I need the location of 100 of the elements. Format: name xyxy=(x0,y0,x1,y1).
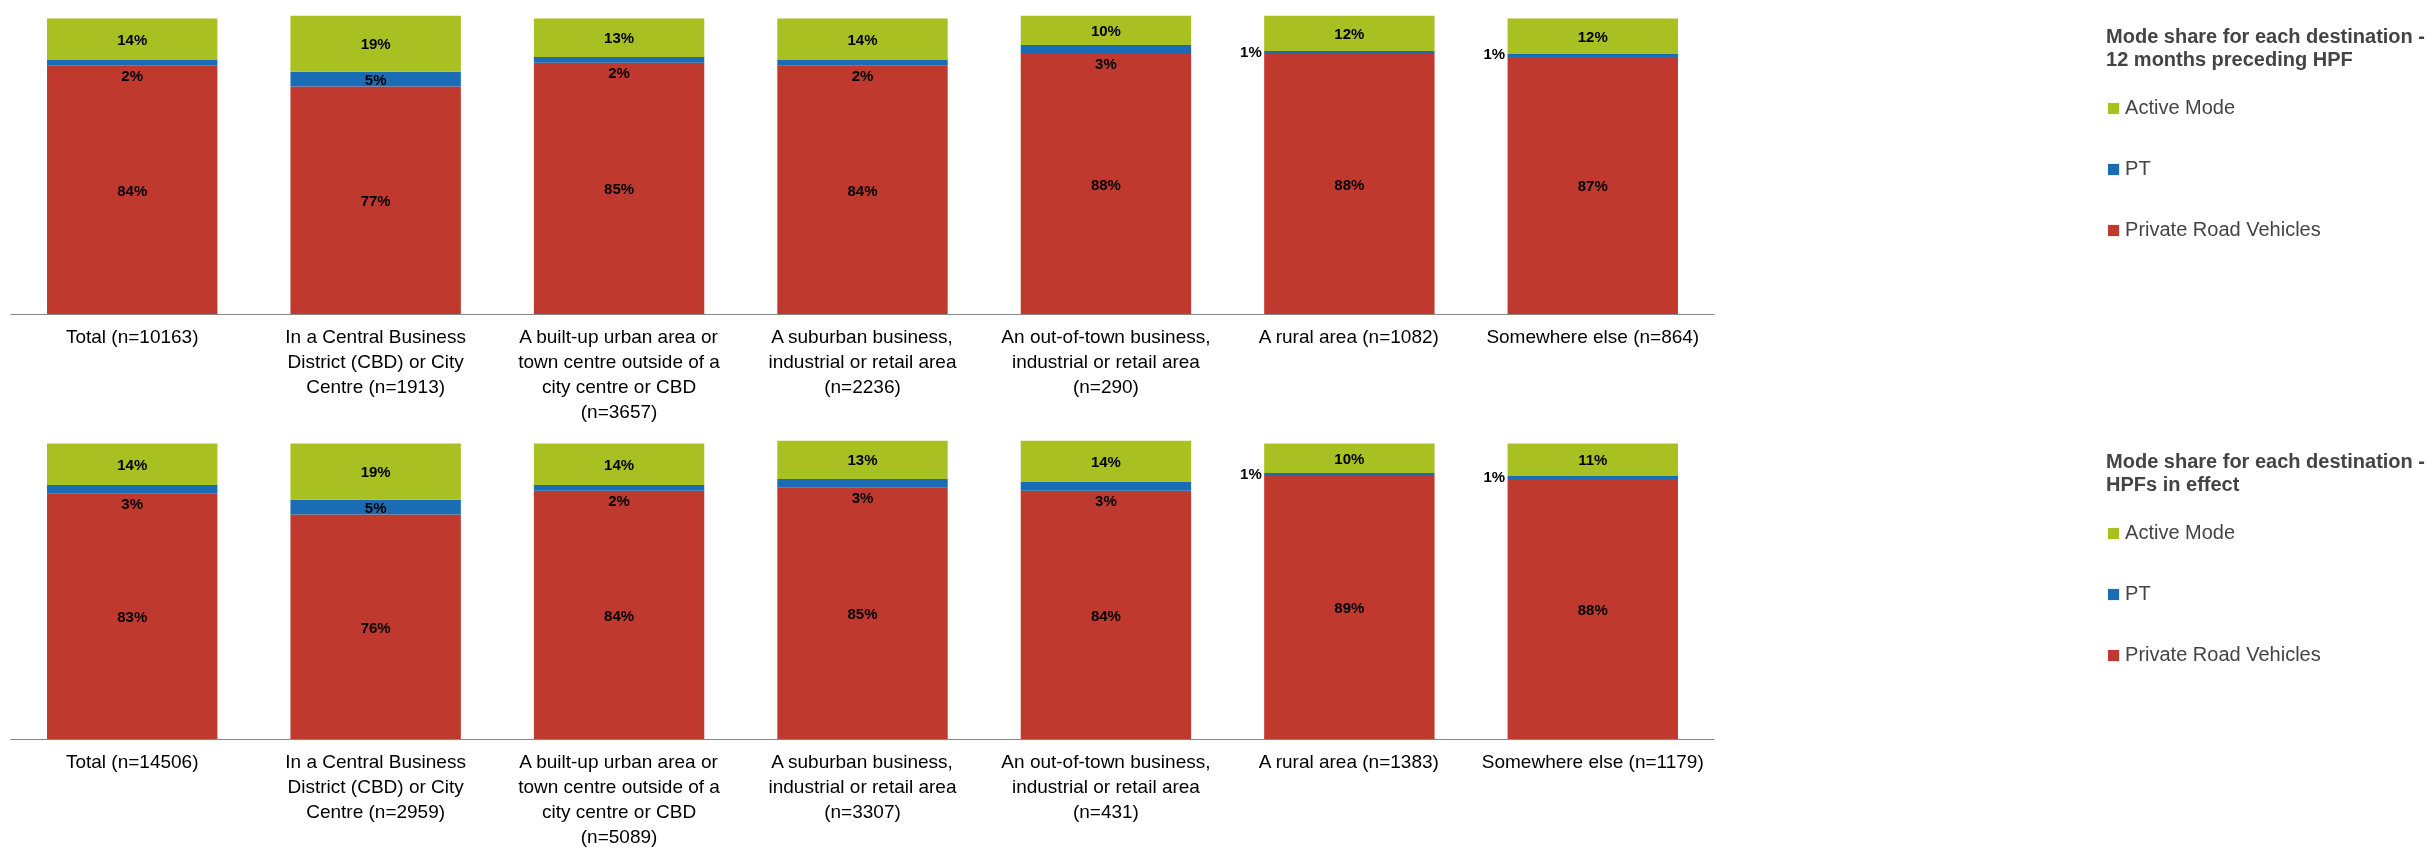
data-label: 85% xyxy=(604,180,635,198)
bar xyxy=(290,499,461,515)
bar xyxy=(1020,53,1192,315)
data-label: 10% xyxy=(1334,449,1365,467)
bar xyxy=(290,443,461,500)
bar xyxy=(1264,15,1435,52)
bar xyxy=(777,487,948,740)
bar xyxy=(290,86,461,315)
bar xyxy=(777,478,948,488)
data-label: 14% xyxy=(117,455,148,473)
bar xyxy=(777,65,948,315)
data-label: 3% xyxy=(1095,492,1117,510)
data-label: 84% xyxy=(604,606,635,624)
data-label: 84% xyxy=(117,181,148,199)
data-label: 13% xyxy=(604,29,635,47)
data-label: 2% xyxy=(608,64,630,82)
data-label: 14% xyxy=(1090,452,1121,470)
bar xyxy=(533,484,705,491)
data-label: 12% xyxy=(1334,24,1365,42)
x-tick-label: A rural area (n=1082) xyxy=(1258,325,1439,347)
data-label: 2% xyxy=(121,67,144,85)
x-tick-label: Total (n=14506) xyxy=(65,750,199,772)
data-label: 87% xyxy=(1577,177,1608,195)
data-label: 2% xyxy=(608,492,630,510)
data-label: 84% xyxy=(1090,606,1121,624)
bar xyxy=(1020,481,1192,491)
data-label: 83% xyxy=(117,608,148,626)
bar xyxy=(1264,51,1435,54)
x-tick-label: In a Central Business District (CBD) or City Centre (n=2959) xyxy=(285,750,466,822)
data-label: 3% xyxy=(851,489,874,507)
bar xyxy=(290,15,461,72)
bar xyxy=(47,443,218,485)
data-label: 14% xyxy=(117,30,148,48)
bar xyxy=(47,484,218,494)
bar xyxy=(533,443,705,485)
data-label: 19% xyxy=(360,463,391,481)
legend-label: Active Mode xyxy=(2125,521,2236,544)
bar xyxy=(1020,15,1192,46)
data-label: 1% xyxy=(1483,467,1506,485)
legend-label: PT xyxy=(2125,582,2151,605)
data-label: 85% xyxy=(847,605,878,623)
bar xyxy=(1507,476,1678,479)
legend-label: Private Road Vehicles xyxy=(2125,218,2321,241)
bar xyxy=(47,18,218,60)
bar xyxy=(1020,440,1192,482)
bar xyxy=(1507,56,1678,315)
data-label: 84% xyxy=(847,181,878,199)
bar xyxy=(290,71,461,87)
bar xyxy=(1507,18,1678,54)
data-label: 5% xyxy=(364,498,387,516)
data-label: 12% xyxy=(1577,27,1608,45)
data-label: 1% xyxy=(1240,464,1262,482)
bar xyxy=(1507,443,1678,477)
bar xyxy=(1507,53,1678,57)
legend-label: Private Road Vehicles xyxy=(2125,643,2321,666)
data-label: 5% xyxy=(364,70,387,88)
bar xyxy=(1264,476,1435,740)
data-label: 3% xyxy=(121,495,144,513)
bar xyxy=(1020,490,1192,740)
x-tick-label: Somewhere else (n=864) xyxy=(1486,325,1700,347)
bar xyxy=(47,65,218,315)
legend-title: Mode share for each destination - 12 months preceding HPF xyxy=(2106,25,2425,71)
data-label: 88% xyxy=(1334,175,1365,193)
x-tick-label: In a Central Business District (CBD) or City Centre (n=1913) xyxy=(285,325,466,397)
legend-label: PT xyxy=(2125,157,2151,180)
bar xyxy=(1507,478,1678,740)
bar xyxy=(777,440,948,479)
data-label: 88% xyxy=(1090,175,1121,193)
x-tick-label: An out-of-town business, industrial or retail area (n=431) xyxy=(1001,750,1211,822)
bar xyxy=(777,18,948,60)
data-label: 89% xyxy=(1334,599,1365,617)
x-tick-label: Total (n=10163) xyxy=(65,325,199,347)
data-label: 77% xyxy=(360,192,391,210)
data-label: 2% xyxy=(851,67,874,85)
data-label: 13% xyxy=(847,451,878,469)
data-label: 14% xyxy=(604,455,635,473)
legend-label: Active Mode xyxy=(2125,96,2236,119)
bar xyxy=(777,59,948,66)
bar xyxy=(1264,53,1435,315)
legend-title: Mode share for each destination - HPFs in effect xyxy=(2106,450,2425,496)
bar xyxy=(1264,473,1435,477)
bar xyxy=(533,62,705,315)
bar xyxy=(47,493,218,740)
data-label: 14% xyxy=(847,30,878,48)
bar xyxy=(1264,443,1435,474)
x-tick-label: A built-up urban area or town centre outside of a city centre or CBD (n=5089) xyxy=(518,750,721,848)
x-tick-label: An out-of-town business, industrial or retail area (n=290) xyxy=(1001,325,1211,397)
bar xyxy=(290,514,461,740)
data-label: 1% xyxy=(1483,45,1506,63)
data-label: 1% xyxy=(1240,42,1262,60)
x-tick-label: Somewhere else (n=1179) xyxy=(1481,750,1704,772)
data-label: 10% xyxy=(1090,21,1121,39)
data-label: 88% xyxy=(1577,600,1608,618)
x-tick-label: A rural area (n=1383) xyxy=(1258,750,1439,772)
x-tick-label: A built-up urban area or town centre outside of a city centre or CBD (n=3657) xyxy=(518,325,721,423)
bar xyxy=(533,18,705,57)
bar xyxy=(533,56,705,63)
bar xyxy=(533,490,705,740)
x-tick-label: A suburban business, industrial or retail area (n=2236) xyxy=(768,325,957,397)
data-label: 11% xyxy=(1578,451,1608,469)
